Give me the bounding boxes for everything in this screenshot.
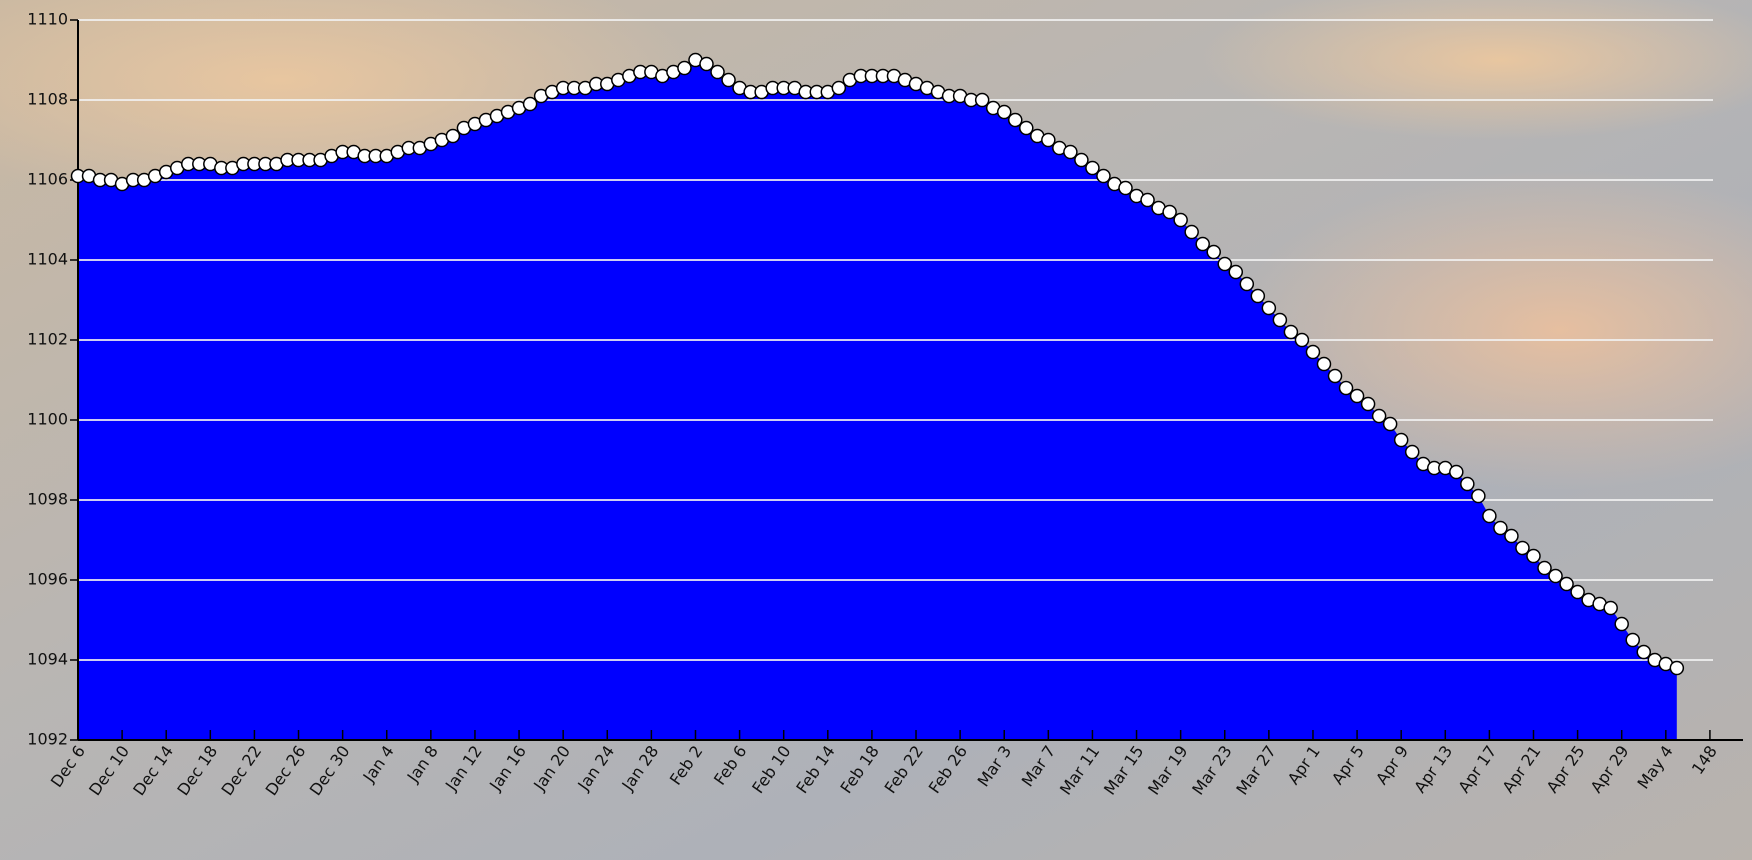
data-point bbox=[1670, 662, 1683, 675]
y-tick-label: 1096 bbox=[27, 570, 68, 589]
data-point bbox=[722, 74, 735, 87]
data-point bbox=[1516, 542, 1529, 555]
data-point bbox=[1229, 266, 1242, 279]
data-point bbox=[1174, 214, 1187, 227]
data-point bbox=[1626, 634, 1639, 647]
data-point bbox=[1185, 226, 1198, 239]
y-tick-label: 1104 bbox=[27, 250, 68, 269]
data-point bbox=[1075, 154, 1088, 167]
data-point bbox=[1251, 290, 1264, 303]
data-point bbox=[524, 98, 537, 111]
data-point bbox=[1615, 618, 1628, 631]
data-point bbox=[1042, 134, 1055, 147]
y-tick-label: 1110 bbox=[27, 10, 68, 29]
data-point bbox=[446, 130, 459, 143]
data-point bbox=[1262, 302, 1275, 315]
data-point bbox=[1163, 206, 1176, 219]
data-point bbox=[1494, 522, 1507, 535]
data-point bbox=[700, 58, 713, 71]
data-point bbox=[1373, 410, 1386, 423]
data-point bbox=[1317, 358, 1330, 371]
data-point bbox=[1340, 382, 1353, 395]
data-point bbox=[1461, 478, 1474, 491]
data-point bbox=[1472, 490, 1485, 503]
data-point bbox=[1329, 370, 1342, 383]
y-tick-label: 1106 bbox=[27, 170, 68, 189]
data-point bbox=[1362, 398, 1375, 411]
data-point bbox=[1141, 194, 1154, 207]
data-point bbox=[1384, 418, 1397, 431]
data-point bbox=[998, 106, 1011, 119]
data-point bbox=[1505, 530, 1518, 543]
data-point bbox=[1097, 170, 1110, 183]
data-point bbox=[1284, 326, 1297, 339]
data-point bbox=[1604, 602, 1617, 615]
y-tick-label: 1094 bbox=[27, 650, 68, 669]
data-point bbox=[1450, 466, 1463, 479]
data-point bbox=[1064, 146, 1077, 159]
data-point bbox=[1406, 446, 1419, 459]
data-point bbox=[1571, 586, 1584, 599]
chart: 1092 1094 1096 1098 1100 1102 1104 1106 1108 1110… bbox=[0, 0, 1752, 860]
y-tick-label: 1102 bbox=[27, 330, 68, 349]
data-point bbox=[1086, 162, 1099, 175]
data-point bbox=[1295, 334, 1308, 347]
data-point bbox=[1549, 570, 1562, 583]
data-point bbox=[1020, 122, 1033, 135]
page: {"chart_data": {"type": "area", "x": [0,… bbox=[0, 0, 1752, 860]
data-point bbox=[1119, 182, 1132, 195]
data-point bbox=[678, 62, 691, 75]
y-tick-label: 1108 bbox=[27, 90, 68, 109]
data-point bbox=[976, 94, 989, 107]
y-tick-label: 1098 bbox=[27, 490, 68, 509]
data-point bbox=[1483, 510, 1496, 523]
data-point bbox=[832, 82, 845, 95]
data-point bbox=[1207, 246, 1220, 259]
data-point bbox=[1395, 434, 1408, 447]
data-point bbox=[1538, 562, 1551, 575]
data-point bbox=[711, 66, 724, 79]
data-point bbox=[1273, 314, 1286, 327]
data-point bbox=[1009, 114, 1022, 127]
data-point bbox=[1560, 578, 1573, 591]
data-point bbox=[1637, 646, 1650, 659]
data-point bbox=[1306, 346, 1319, 359]
data-point bbox=[1527, 550, 1540, 563]
y-tick-label: 1092 bbox=[27, 730, 68, 749]
data-point bbox=[1218, 258, 1231, 271]
data-point bbox=[1240, 278, 1253, 291]
data-point bbox=[1196, 238, 1209, 251]
y-tick-label: 1100 bbox=[27, 410, 68, 429]
data-point bbox=[1351, 390, 1364, 403]
